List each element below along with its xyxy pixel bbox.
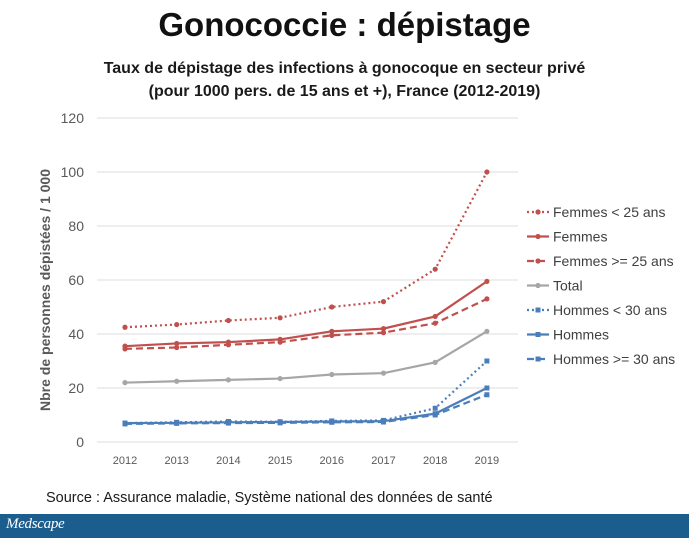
legend-label: Femmes [553, 229, 607, 245]
data-point [174, 378, 180, 384]
x-tick-label: 2012 [113, 455, 137, 467]
data-point [432, 313, 438, 320]
x-tick-label: 2014 [216, 455, 240, 467]
y-tick-label: 80 [68, 218, 84, 234]
y-tick-label: 0 [76, 434, 84, 450]
series-line [124, 387, 488, 425]
legend-swatch-marker [535, 209, 541, 215]
y-tick-label: 40 [68, 326, 84, 342]
data-point [122, 324, 128, 330]
chart-title-line-1: Taux de dépistage des infections à gonoc… [103, 60, 586, 77]
data-point [225, 342, 231, 348]
data-point [484, 392, 490, 398]
legend-swatch-marker [535, 233, 541, 240]
data-point [174, 340, 180, 347]
data-point [432, 412, 438, 418]
data-point [484, 296, 490, 302]
legend-label: Hommes [553, 327, 609, 343]
data-point [484, 169, 490, 175]
x-tick-label: 2013 [164, 455, 188, 467]
medscape-logo: Medscape [6, 516, 65, 532]
data-point [277, 315, 283, 321]
chart-title-line-2: (pour 1000 pers. de 15 ans et +), France… [148, 83, 541, 100]
data-point [225, 377, 231, 383]
data-point [225, 420, 231, 426]
data-point [484, 278, 490, 284]
data-point [277, 420, 283, 426]
data-point [432, 266, 438, 272]
legend-label: Femmes >= 25 ans [553, 253, 674, 269]
data-point [432, 405, 438, 411]
data-point [380, 299, 387, 305]
data-point [225, 317, 231, 324]
y-tick-label: 60 [68, 272, 84, 288]
data-point [380, 330, 387, 336]
line-chart: 0 20 40 60 80 100 120 2012 2013 2014 2015 2016 2017 2… [37, 110, 675, 467]
data-point [381, 419, 386, 425]
series-line [124, 280, 488, 348]
data-point [122, 421, 128, 427]
legend-swatch-marker [535, 258, 541, 264]
data-point [329, 328, 335, 334]
series-line [124, 330, 488, 384]
data-point [329, 304, 335, 310]
legend-label: Hommes < 30 ans [553, 302, 667, 318]
data-point [174, 420, 180, 426]
y-axis-label: Nbre de personnes dépistées / 1 000 [37, 169, 53, 411]
y-tick-label: 20 [68, 380, 84, 396]
x-tick-label: 2015 [268, 455, 292, 467]
slide-title: Gonococcie : dépistage [158, 6, 531, 43]
legend-swatch-marker [535, 332, 541, 337]
series-line [124, 171, 488, 329]
data-point [277, 339, 283, 345]
x-tick-label: 2016 [320, 455, 344, 467]
data-point [329, 371, 335, 378]
data-point [484, 328, 490, 334]
series-line [124, 297, 488, 350]
data-point [432, 359, 438, 365]
x-tick-label: 2017 [371, 455, 395, 467]
data-point [277, 375, 283, 382]
chart-title: Taux de dépistage des infections à gonoc… [0, 57, 689, 103]
footer-bar: Medscape [0, 514, 689, 538]
legend-swatch-marker [535, 356, 541, 362]
data-point [432, 320, 438, 326]
data-point [122, 380, 128, 386]
y-tick-label: 120 [61, 110, 85, 126]
data-point [484, 385, 490, 391]
series-line [124, 393, 488, 426]
data-point [174, 321, 180, 328]
legend-label: Hommes >= 30 ans [553, 351, 675, 367]
legend-swatch-marker [535, 282, 541, 289]
x-tick-label: 2018 [423, 455, 447, 467]
data-point [174, 344, 180, 351]
data-point [380, 326, 387, 332]
data-point [380, 370, 387, 376]
data-point [484, 358, 490, 364]
data-point [329, 419, 335, 425]
legend-swatch-marker [535, 307, 541, 313]
x-tick-label: 2019 [475, 455, 499, 467]
legend-label: Femmes < 25 ans [553, 204, 665, 220]
legend-label: Total [553, 278, 583, 294]
data-point [122, 346, 128, 352]
source-note: Source : Assurance maladie, Système nati… [46, 490, 493, 506]
data-point [329, 332, 335, 338]
y-tick-label: 100 [61, 164, 85, 180]
